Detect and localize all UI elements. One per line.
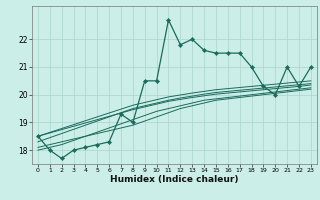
X-axis label: Humidex (Indice chaleur): Humidex (Indice chaleur) [110,175,239,184]
